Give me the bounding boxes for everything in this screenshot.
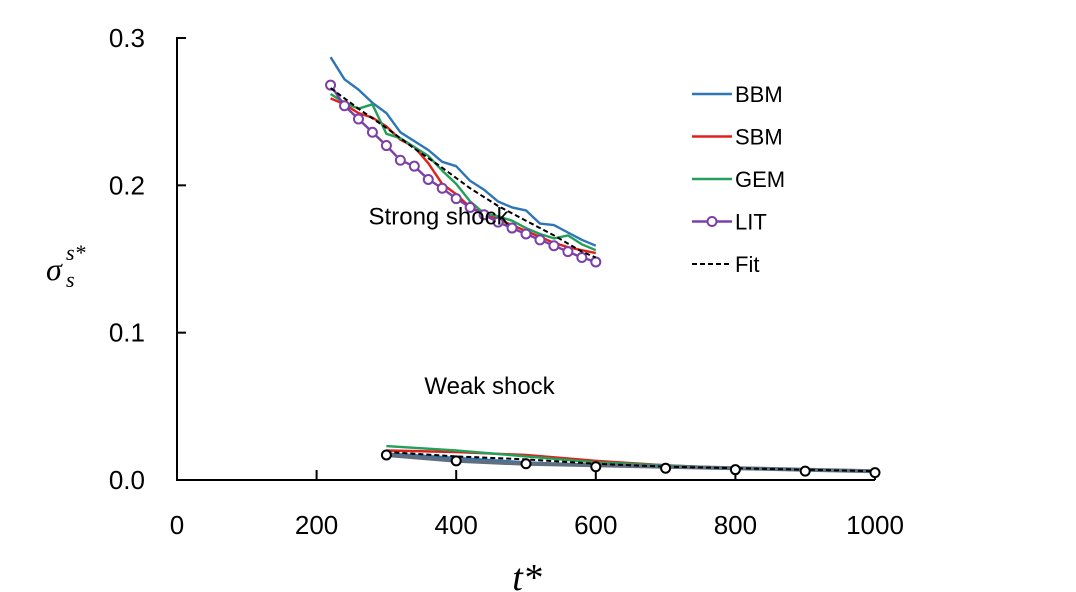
axis-titles: t* σ ss*	[46, 240, 542, 592]
series-weak-data-weak-point	[380, 449, 392, 461]
series-lit-strong-point	[590, 256, 602, 268]
legend-label-gem: GEM	[735, 167, 785, 192]
series-lit-strong-point	[506, 222, 518, 234]
series-lit-strong-point	[548, 240, 560, 252]
series-weak-data-weak-point	[660, 462, 672, 474]
legend: BBM SBM GEM LIT Fit	[692, 82, 785, 277]
annotation-label: Strong shock	[369, 204, 510, 231]
series-layer	[325, 56, 881, 479]
annotation-label: Weak shock	[424, 373, 555, 400]
series-lit-strong-point	[380, 140, 392, 152]
series-weak-data-weak-point	[590, 461, 602, 473]
y-tick-label: 0.3	[109, 23, 145, 53]
series-gem-strong-line	[329, 92, 597, 252]
x-tick-label: 800	[714, 510, 757, 540]
ticks: 0.0 0.1 0.2 0.3 0 200 400 600 800 1000	[109, 23, 904, 540]
series-fit-strong-line	[330, 87, 597, 259]
series-lit-strong-point	[534, 234, 546, 246]
y-axis-title-subscript: s	[66, 267, 75, 292]
axes	[176, 38, 875, 481]
series-lit-strong-point	[352, 113, 364, 125]
x-tick-label: 1000	[846, 510, 904, 540]
legend-label-fit: Fit	[735, 252, 759, 277]
series-lit-strong-point	[464, 201, 476, 213]
y-axis-title-superscript: s*	[66, 240, 86, 265]
series-lit-strong-point	[520, 228, 532, 240]
series-weak-data-weak-point	[799, 465, 811, 477]
series-weak-data-weak-point	[520, 458, 532, 470]
y-axis-title: σ	[46, 251, 63, 287]
series-weak-data-weak-point	[450, 455, 462, 467]
series-lit-strong-point	[422, 173, 434, 185]
annotations: Strong shock Weak shock	[369, 204, 556, 400]
legend-label-lit: LIT	[735, 210, 767, 235]
series-lit-strong-point	[562, 246, 574, 258]
series-lit-strong-point	[450, 193, 462, 205]
legend-label-bbm: BBM	[735, 82, 783, 107]
x-tick-label: 400	[435, 510, 478, 540]
series-lit-strong-point	[339, 100, 351, 112]
y-tick-label: 0.0	[109, 465, 145, 495]
series-lit-strong-point	[492, 216, 504, 228]
x-tick-label: 0	[170, 510, 184, 540]
series-lit-strong-point	[436, 182, 448, 194]
series-lit-strong-point	[576, 252, 588, 264]
series-lit-strong-point	[478, 209, 490, 221]
series-lit-strong-point	[325, 79, 337, 91]
y-tick-label: 0.2	[109, 170, 145, 200]
y-tick-label: 0.1	[109, 318, 145, 348]
series-lit-strong-point	[394, 154, 406, 166]
series-bbm-strong-line	[329, 56, 597, 247]
series-fit-weak-line	[386, 451, 876, 473]
x-tick-label: 600	[574, 510, 617, 540]
legend-label-sbm: SBM	[735, 125, 783, 150]
x-tick-label: 200	[295, 510, 338, 540]
series-lit-strong-point	[366, 126, 378, 138]
x-axis-title: t*	[512, 557, 542, 592]
legend-marker-lit	[706, 216, 718, 227]
series-lit-strong-point	[408, 160, 420, 172]
series-weak-data-weak-point	[729, 464, 741, 476]
series-weak-data-weak-point	[869, 467, 881, 479]
